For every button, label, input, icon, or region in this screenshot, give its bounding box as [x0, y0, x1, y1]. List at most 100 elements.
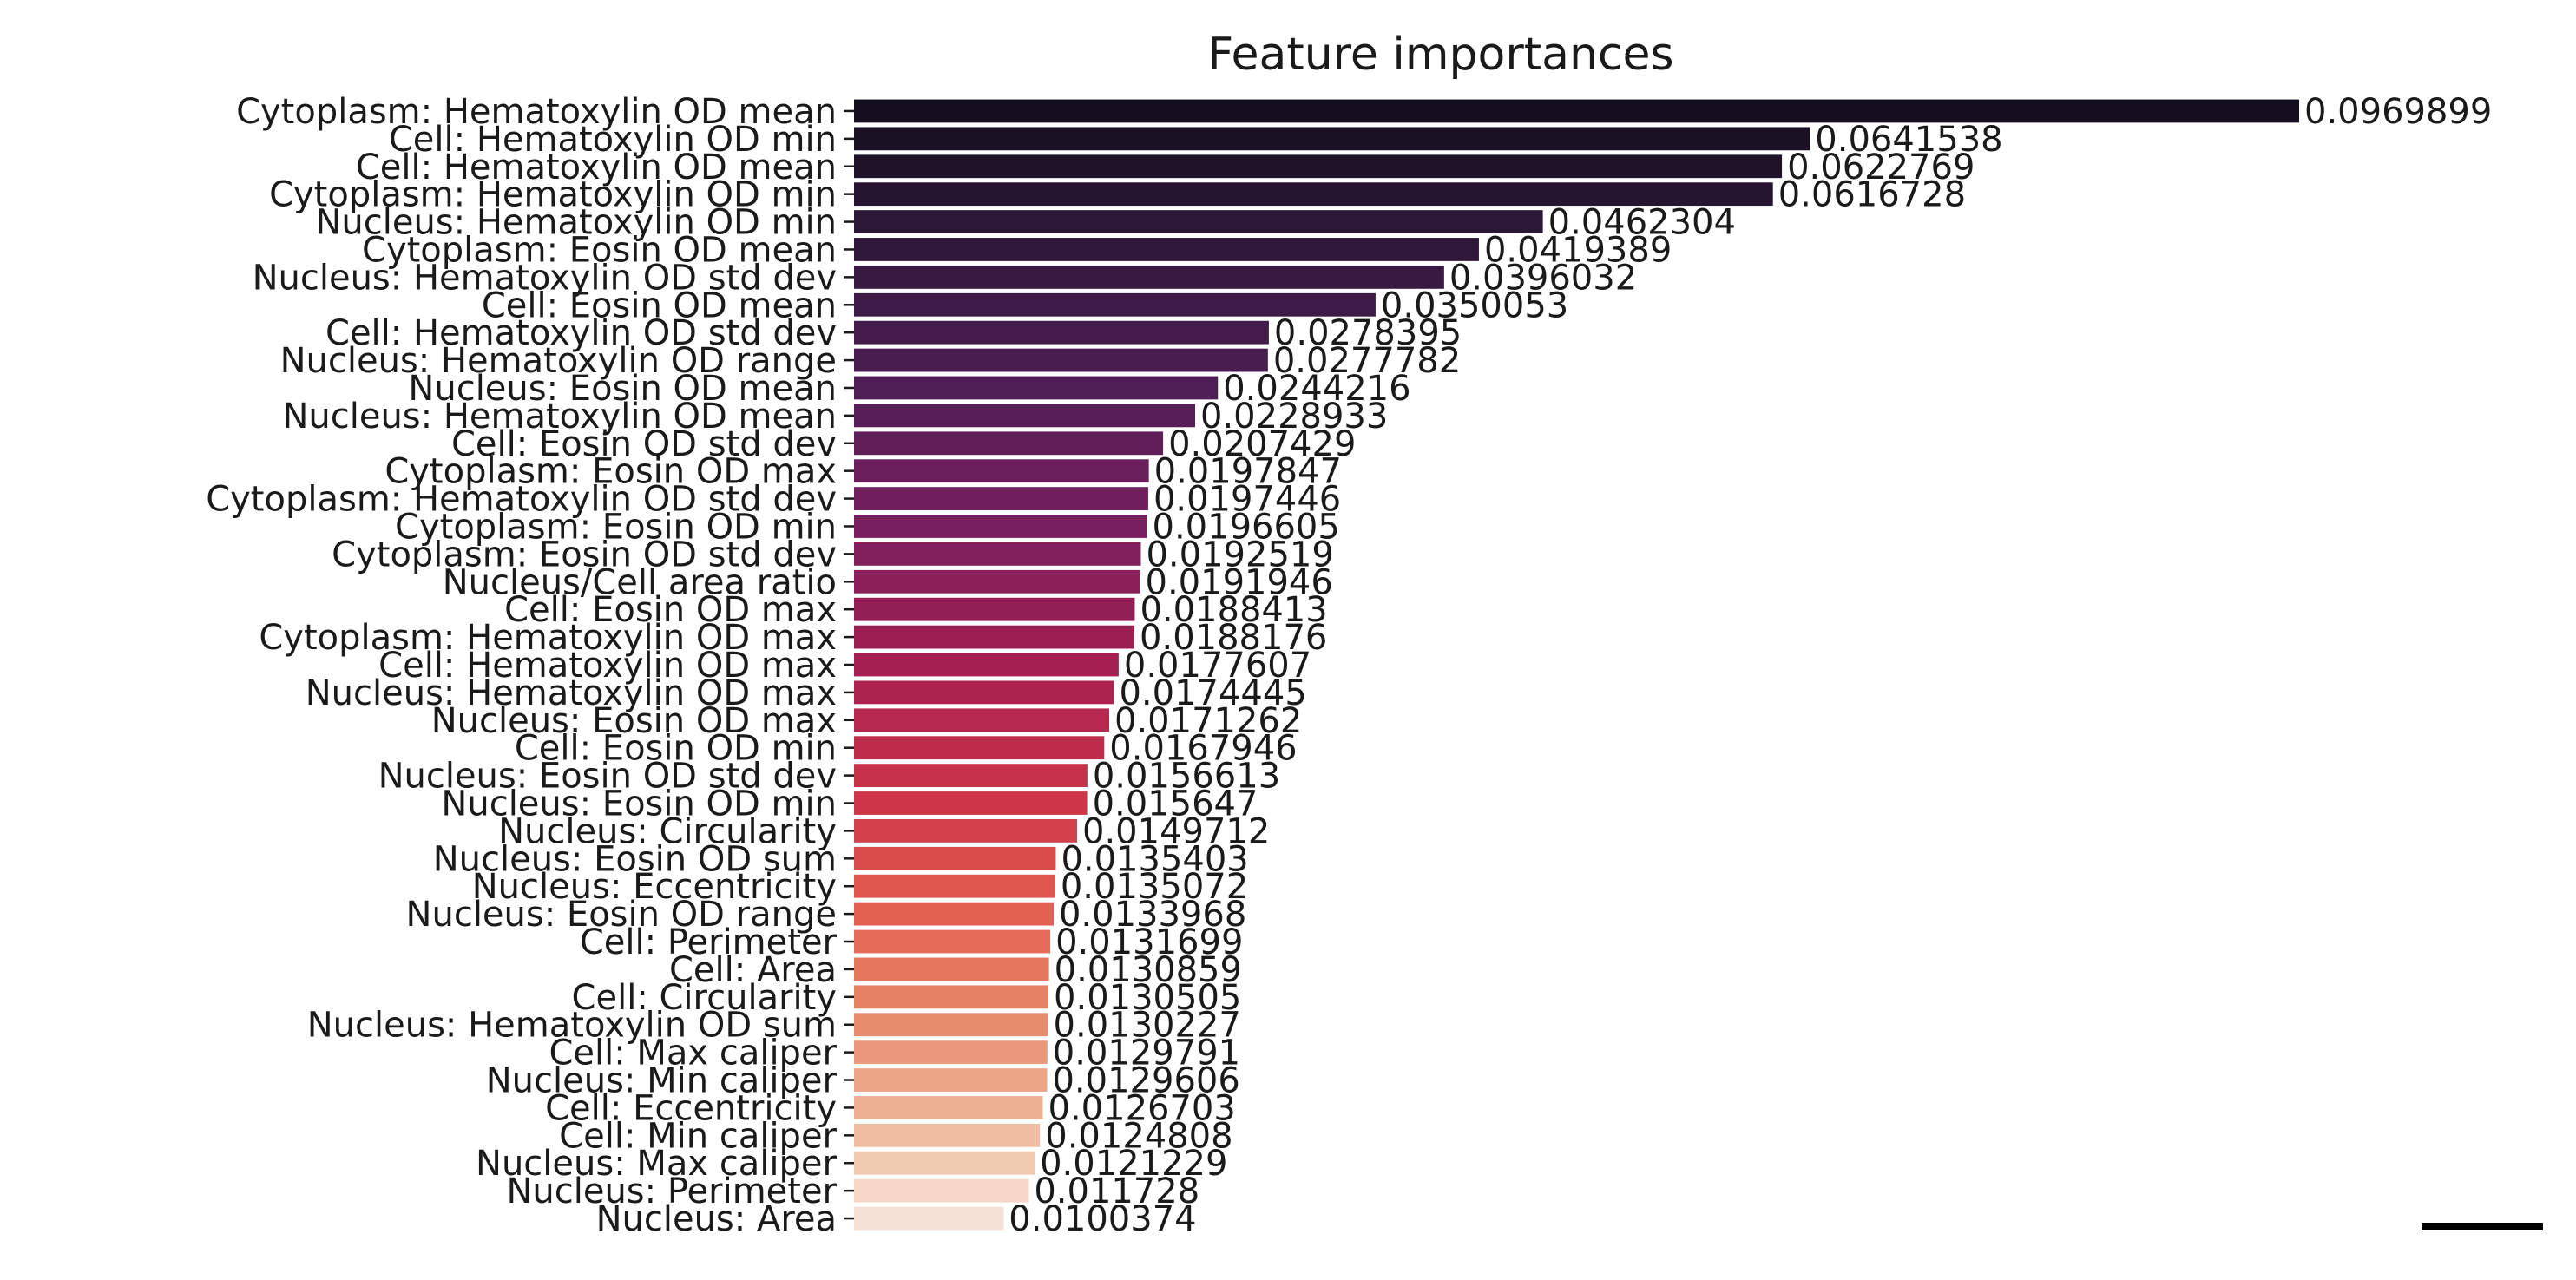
y-tick-label: Nucleus: Hematoxylin OD std dev [253, 258, 837, 298]
y-tick-label: Cell: Eosin OD mean [482, 286, 837, 325]
bar-value-label: 0.0124808 [1045, 1116, 1232, 1156]
bar [854, 569, 1140, 594]
bar [854, 902, 1054, 926]
y-tick-label: Nucleus: Hematoxylin OD max [306, 673, 837, 713]
y-tick-label: Cell: Eccentricity [545, 1088, 837, 1128]
y-tick-label: Nucleus: Perimeter [506, 1172, 837, 1211]
bar-value-label: 0.0126703 [1048, 1088, 1236, 1128]
bar-value-label: 0.0277782 [1273, 341, 1461, 381]
y-tick-label: Cytoplasm: Eosin OD mean [362, 230, 837, 270]
bar-value-label: 0.0177607 [1124, 646, 1311, 686]
bar-value-label: 0.011728 [1034, 1172, 1199, 1211]
y-tick-label: Cytoplasm: Eosin OD min [395, 507, 837, 547]
bar-value-label: 0.0396032 [1449, 258, 1637, 298]
bar-value-label: 0.0167946 [1109, 729, 1297, 769]
y-tick-label: Cell: Eosin OD min [515, 729, 837, 769]
bar-value-label: 0.0188176 [1140, 618, 1327, 658]
bar [854, 320, 1269, 345]
y-tick-label: Nucleus: Hematoxylin OD min [315, 203, 837, 243]
bar [854, 680, 1114, 705]
bar-value-label: 0.0244216 [1223, 369, 1410, 409]
bar [854, 99, 2299, 123]
bar [854, 736, 1105, 760]
y-tick-label: Cell: Perimeter [580, 922, 838, 962]
bar [854, 1096, 1043, 1119]
bar-value-label: 0.0622769 [1787, 148, 1975, 187]
bar [854, 1068, 1048, 1092]
y-tick-label: Nucleus: Eosin OD min [441, 784, 837, 824]
y-tick-label: Nucleus: Eosin OD range [406, 895, 837, 935]
bar [854, 708, 1110, 732]
bar-value-label: 0.0133968 [1059, 895, 1246, 935]
bar [854, 376, 1219, 400]
bar [854, 597, 1135, 621]
bar-value-label: 0.0135072 [1061, 867, 1248, 907]
bar-value-label: 0.0129606 [1052, 1061, 1239, 1101]
y-tick-label: Cell: Eosin OD std dev [451, 424, 837, 464]
y-tick-label: Nucleus: Max caliper [476, 1144, 838, 1184]
bar-value-label: 0.0156613 [1093, 757, 1280, 797]
bar [854, 791, 1088, 815]
bar-group [854, 99, 2299, 1231]
y-tick-label: Cell: Circularity [572, 978, 837, 1018]
y-tick-label: Nucleus/Cell area ratio [443, 562, 837, 602]
bar [854, 542, 1141, 566]
y-tick-label: Cytoplasm: Hematoxylin OD min [269, 175, 837, 215]
bar-value-label: 0.0191946 [1146, 562, 1333, 602]
y-tick-label: Nucleus: Eccentricity [472, 867, 837, 907]
bar [854, 210, 1543, 233]
bar-value-label: 0.0149712 [1082, 811, 1270, 851]
bar-value-label: 0.0207429 [1168, 424, 1356, 464]
bar [854, 238, 1479, 261]
y-tick-label: Cell: Max caliper [549, 1034, 837, 1073]
bar [854, 515, 1147, 538]
bar-value-label: 0.0130859 [1055, 950, 1242, 990]
bar [854, 404, 1196, 428]
y-tick-label: Nucleus: Eosin OD std dev [378, 757, 837, 797]
bar [854, 459, 1149, 483]
bar-value-label: 0.0131699 [1055, 922, 1243, 962]
y-tick-label: Cytoplasm: Hematoxylin OD std dev [206, 480, 837, 520]
y-tick-label: Cytoplasm: Eosin OD std dev [332, 535, 837, 574]
y-tick-label: Cell: Hematoxylin OD min [389, 120, 837, 160]
bar-value-label: 0.015647 [1093, 784, 1258, 824]
bar-value-label: 0.0419389 [1484, 230, 1672, 270]
bar [854, 653, 1119, 677]
y-tick-label: Cell: Min caliper [559, 1116, 837, 1156]
bar-value-label: 0.0196605 [1153, 507, 1340, 547]
bar [854, 1123, 1041, 1147]
bar [854, 1013, 1048, 1037]
y-tick-label: Cytoplasm: Hematoxylin OD mean [236, 92, 837, 132]
y-tick-label: Cytoplasm: Hematoxylin OD max [259, 618, 837, 658]
bar-value-label: 0.0641538 [1815, 120, 2002, 160]
bar [854, 929, 1051, 954]
y-tick-label: Cell: Area [669, 950, 837, 990]
bar [854, 764, 1088, 788]
bar-value-label: 0.0969899 [2304, 92, 2492, 132]
y-tick-label: Nucleus: Hematoxylin OD range [280, 341, 837, 381]
chart-title: Feature importances [1207, 29, 1673, 81]
bar [854, 348, 1268, 372]
bar-value-label: 0.0129791 [1053, 1034, 1240, 1073]
y-tick-label: Cell: Hematoxylin OD mean [356, 148, 837, 187]
bar-value-label: 0.0121229 [1040, 1144, 1227, 1184]
bar [854, 819, 1078, 843]
bar [854, 1206, 1004, 1231]
bar-value-label: 0.0171262 [1114, 701, 1302, 741]
bar [854, 1151, 1035, 1175]
y-tick-label: Nucleus: Hematoxylin OD mean [282, 397, 837, 437]
y-tick-label: Nucleus: Eosin OD max [431, 701, 837, 741]
y-tick-label: Cell: Hematoxylin OD max [378, 646, 837, 686]
bar [854, 182, 1773, 207]
y-tick-label: Nucleus: Circularity [498, 811, 837, 851]
bar [854, 625, 1135, 649]
bar-value-label: 0.0278395 [1274, 313, 1462, 353]
scale-bar [2422, 1223, 2543, 1230]
y-tick-label: Nucleus: Hematoxylin OD sum [307, 1006, 837, 1046]
bar [854, 292, 1376, 317]
bar-value-label: 0.0228933 [1200, 397, 1388, 437]
bar-value-label: 0.0130505 [1054, 978, 1241, 1018]
